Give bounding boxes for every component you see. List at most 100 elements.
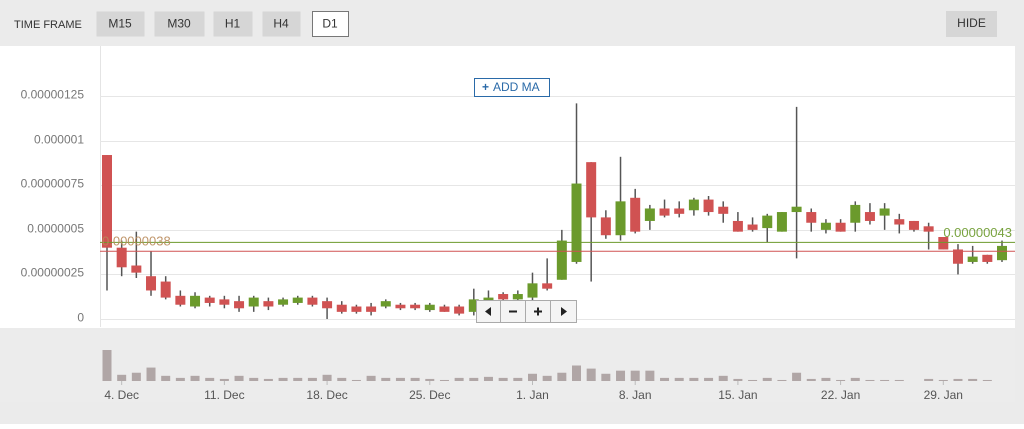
candle-body bbox=[776, 212, 787, 232]
timeframe-button[interactable] bbox=[154, 11, 205, 37]
candle-body bbox=[659, 208, 670, 216]
candle-body bbox=[982, 254, 993, 262]
candle-body bbox=[424, 304, 435, 311]
candle-body bbox=[498, 294, 509, 300]
candle-body bbox=[278, 299, 289, 305]
volume-bar bbox=[674, 377, 684, 381]
volume-bar bbox=[146, 367, 156, 381]
hide-button[interactable] bbox=[946, 11, 997, 37]
x-tick-label: 18. Dec bbox=[306, 388, 347, 402]
volume-bar bbox=[513, 377, 523, 381]
candle-body bbox=[307, 297, 318, 305]
candle-body bbox=[512, 294, 523, 300]
plot: 0 0.00000025 0.0000005 0.00000075 0.000001 0.… bbox=[21, 46, 1015, 402]
candle-body bbox=[674, 208, 685, 214]
candle-body bbox=[732, 220, 743, 232]
volume-bar bbox=[689, 377, 699, 381]
x-tick-label: 8. Jan bbox=[619, 388, 652, 402]
volume-bar bbox=[219, 378, 229, 381]
volume-bar bbox=[205, 377, 215, 381]
x-tick-label: 25. Dec bbox=[409, 388, 450, 402]
add-ma-button[interactable] bbox=[474, 78, 550, 97]
candle-body bbox=[600, 217, 611, 236]
volume-bar bbox=[351, 379, 361, 381]
candle-body bbox=[116, 247, 127, 268]
candle-body bbox=[190, 295, 201, 307]
candle-body bbox=[615, 201, 626, 236]
candle-body bbox=[718, 206, 729, 214]
candle-body bbox=[175, 295, 186, 305]
volume-bar bbox=[806, 378, 816, 381]
volume-bar bbox=[439, 379, 449, 381]
candle-body bbox=[439, 306, 450, 312]
volume-bar bbox=[278, 377, 288, 381]
volume-bar bbox=[704, 377, 714, 381]
timeframe-label[interactable]: H4 bbox=[273, 17, 289, 31]
candle-body bbox=[410, 304, 421, 309]
y-tick-label: 0.00000125 bbox=[21, 88, 85, 102]
x-tick-label: 29. Jan bbox=[924, 388, 963, 402]
y-tick-label: 0.000001 bbox=[34, 133, 84, 147]
candle-body bbox=[336, 304, 347, 312]
candle-body bbox=[908, 220, 919, 230]
candle-body bbox=[894, 219, 905, 225]
volume-bar bbox=[117, 374, 127, 381]
candle-body bbox=[791, 206, 802, 213]
volume-bar bbox=[586, 368, 596, 381]
candle-body bbox=[703, 199, 714, 213]
hide-label[interactable]: HIDE bbox=[957, 16, 986, 30]
volume-bar bbox=[968, 378, 978, 381]
volume-bar bbox=[938, 379, 948, 381]
volume-area bbox=[0, 330, 1015, 402]
candle-body bbox=[688, 199, 699, 211]
y-tick-label: 0.00000025 bbox=[21, 266, 85, 280]
add-ma-label[interactable]: ADD MA bbox=[493, 80, 540, 94]
candle-body bbox=[762, 215, 773, 229]
reference-label: 0.00000043 bbox=[943, 225, 1012, 240]
candle-body bbox=[395, 304, 406, 309]
candle-body bbox=[997, 245, 1007, 261]
volume-bar bbox=[880, 379, 890, 381]
candle-body bbox=[102, 155, 112, 248]
candle-body bbox=[380, 301, 391, 307]
timeframe-label[interactable]: D1 bbox=[322, 17, 338, 31]
volume-bar bbox=[542, 375, 552, 381]
candle-body bbox=[864, 212, 875, 221]
timeframe-label[interactable]: M15 bbox=[108, 17, 132, 31]
candle-body bbox=[556, 240, 567, 280]
volume-bar bbox=[425, 378, 435, 381]
volume-bar bbox=[483, 376, 493, 381]
y-tick-label: 0.0000005 bbox=[27, 222, 84, 236]
timeframe-label[interactable]: M30 bbox=[167, 17, 191, 31]
volume-bar bbox=[630, 370, 640, 381]
volume-bar bbox=[865, 379, 875, 381]
volume-bar bbox=[660, 377, 670, 381]
volume-bar bbox=[249, 377, 259, 381]
nav-buttons bbox=[476, 300, 577, 323]
timeframe-button[interactable] bbox=[96, 11, 145, 37]
volume-bar bbox=[748, 379, 758, 381]
y-tick-label: 0.00000075 bbox=[21, 177, 85, 191]
candle-body bbox=[204, 297, 215, 303]
candle-body bbox=[630, 197, 641, 232]
right-arrow bbox=[561, 307, 567, 316]
candle-body bbox=[292, 297, 303, 303]
candle-body bbox=[747, 224, 758, 230]
candle-body bbox=[131, 265, 142, 273]
candle-body bbox=[527, 283, 538, 298]
timeframe-label[interactable]: H1 bbox=[225, 17, 241, 31]
volume-bar bbox=[366, 375, 376, 381]
x-tick-label: 22. Jan bbox=[821, 388, 860, 402]
candle-body bbox=[234, 301, 245, 309]
timeframe-button[interactable] bbox=[213, 11, 253, 37]
candle-body bbox=[146, 276, 157, 291]
volume-bar bbox=[395, 377, 405, 381]
plus-icon: + bbox=[482, 80, 489, 94]
volume-bar bbox=[645, 370, 655, 381]
candle-body bbox=[366, 306, 377, 312]
timeframe-button[interactable] bbox=[262, 11, 301, 37]
candle-body bbox=[454, 306, 465, 314]
candle-body bbox=[879, 208, 890, 216]
timeframe-button[interactable] bbox=[312, 11, 349, 37]
volume-bar bbox=[616, 370, 626, 381]
